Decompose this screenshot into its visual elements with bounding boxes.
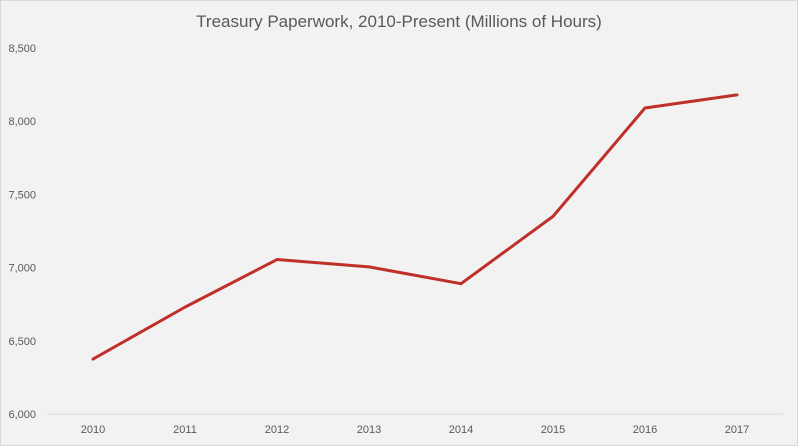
data-point xyxy=(735,93,739,97)
data-point xyxy=(275,258,279,262)
series-line xyxy=(92,93,738,361)
y-tick-label: 6,000 xyxy=(8,409,36,421)
x-tick-label: 2017 xyxy=(725,424,749,436)
chart-title: Treasury Paperwork, 2010-Present (Millio… xyxy=(196,12,602,31)
x-tick-label: 2015 xyxy=(541,424,565,436)
x-tick-label: 2014 xyxy=(449,424,473,436)
x-tick-label: 2010 xyxy=(81,424,105,436)
x-tick-label: 2016 xyxy=(633,424,657,436)
y-tick-label: 8,500 xyxy=(8,43,36,55)
x-tick-label: 2011 xyxy=(173,424,197,436)
data-point xyxy=(459,282,463,286)
y-tick-label: 7,500 xyxy=(8,189,36,201)
data-point xyxy=(183,305,187,309)
data-point xyxy=(551,214,555,218)
y-tick-label: 7,000 xyxy=(8,263,36,275)
data-point xyxy=(367,265,371,269)
data-point xyxy=(91,357,95,361)
x-tick-label: 2013 xyxy=(357,424,381,436)
data-point xyxy=(643,106,647,110)
y-tick-label: 6,500 xyxy=(8,336,36,348)
y-tick-label: 8,000 xyxy=(8,116,36,128)
x-tick-label: 2012 xyxy=(265,424,289,436)
